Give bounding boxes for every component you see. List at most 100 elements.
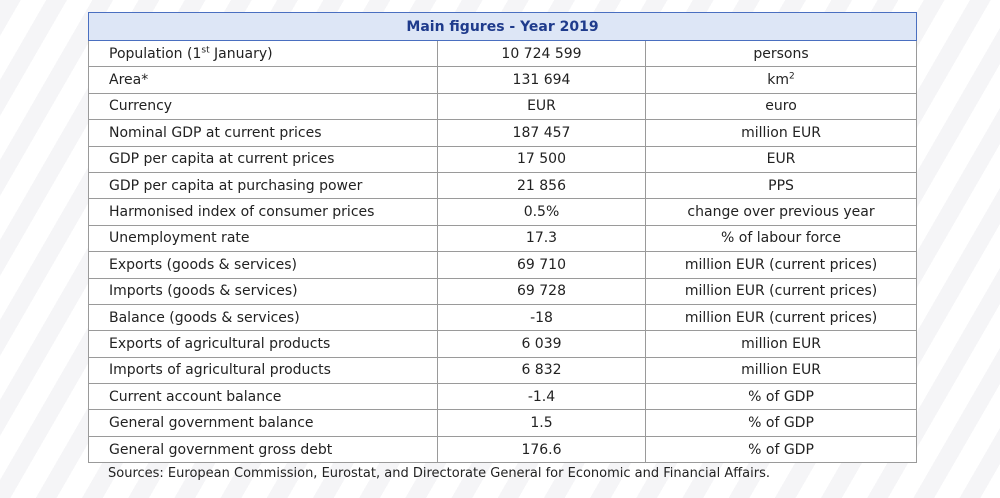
row-value: EUR — [437, 92, 646, 121]
table-row: GDP per capita at current prices 17 500 EU… — [88, 145, 918, 173]
row-unit: % of labour force — [644, 224, 918, 253]
table-row: Area* 131 694 km2 — [88, 66, 918, 94]
unit-text: million EUR (current prices) — [684, 309, 878, 326]
row-unit: million EUR (current prices) — [644, 251, 918, 279]
label-text: General government balance — [109, 415, 314, 432]
table-row: Current account balance -1.4 % of GDP — [88, 383, 918, 411]
row-label: Harmonised index of consumer prices — [88, 198, 438, 226]
row-unit: persons — [644, 39, 918, 68]
row-label: Unemployment rate — [88, 224, 438, 253]
label-text: Population (1 — [109, 45, 202, 62]
label-text: Current account balance — [109, 388, 282, 405]
row-label: GDP per capita at purchasing power — [88, 171, 438, 200]
row-unit: % of GDP — [644, 435, 918, 464]
row-unit: EUR — [644, 145, 918, 173]
unit-text: % of labour force — [721, 230, 841, 247]
row-unit: million EUR — [644, 119, 918, 147]
table-row: General government balance 1.5 % of GDP — [88, 409, 918, 437]
row-label: GDP per capita at current prices — [88, 145, 438, 173]
row-label: Currency — [88, 92, 438, 121]
unit-text: euro — [765, 98, 797, 115]
row-value: 1.5 — [437, 409, 646, 437]
table-body: Population (1st January) 10 724 599 person… — [88, 39, 918, 464]
label-text: Currency — [109, 98, 173, 115]
label-text: Imports (goods & services) — [109, 283, 298, 300]
row-value: 17 500 — [437, 145, 646, 173]
label-text: Area* — [109, 72, 149, 89]
unit-text: million EUR (current prices) — [684, 283, 878, 300]
unit-text: % of GDP — [748, 441, 814, 458]
unit-text: km — [767, 72, 790, 89]
row-unit: % of GDP — [644, 409, 918, 437]
row-unit: % of GDP — [644, 383, 918, 411]
table-wrap: Main figures - Year 2019 Population (1st… — [87, 12, 918, 464]
row-unit: euro — [644, 92, 918, 121]
row-label: General government gross debt — [88, 435, 438, 464]
unit-text: million EUR — [741, 335, 821, 352]
unit-text: EUR — [766, 151, 796, 168]
unit-superscript: 2 — [789, 71, 795, 82]
row-unit: million EUR (current prices) — [644, 277, 918, 305]
unit-text: % of GDP — [748, 415, 814, 432]
row-label: Imports (goods & services) — [88, 277, 438, 305]
unit-text: change over previous year — [687, 204, 875, 221]
row-value: 10 724 599 — [437, 39, 646, 68]
table-row: Nominal GDP at current prices 187 457 mill… — [88, 119, 918, 147]
row-value: 6 039 — [437, 330, 646, 358]
label-text: Imports of agricultural products — [109, 362, 331, 379]
table-row: Exports (goods & services) 69 710 million … — [88, 251, 918, 279]
row-value: 6 832 — [437, 356, 646, 385]
table-row: Imports of agricultural products 6 832 mil… — [88, 356, 918, 385]
row-unit: million EUR — [644, 330, 918, 358]
row-value: 69 728 — [437, 277, 646, 305]
row-value: -18 — [437, 303, 646, 332]
label-superscript: st — [201, 45, 210, 56]
unit-text: million EUR (current prices) — [684, 256, 878, 273]
label-text: Exports (goods & services) — [109, 256, 297, 273]
row-unit: PPS — [644, 171, 918, 200]
unit-text: million EUR — [741, 124, 821, 141]
source-note: Sources: European Commission, Eurostat, … — [108, 466, 771, 481]
row-value: 131 694 — [437, 66, 646, 94]
unit-text: persons — [753, 45, 809, 62]
row-unit: million EUR — [644, 356, 918, 385]
table-row: Exports of agricultural products 6 039 mil… — [88, 330, 918, 358]
row-value: 17.3 — [437, 224, 646, 253]
label-text: January) — [209, 45, 273, 62]
row-value: 176.6 — [437, 435, 646, 464]
table-row: Imports (goods & services) 69 728 million … — [88, 277, 918, 305]
row-value: 187 457 — [437, 119, 646, 147]
unit-text: % of GDP — [748, 388, 814, 405]
row-label: Balance (goods & services) — [88, 303, 438, 332]
row-label: Nominal GDP at current prices — [88, 119, 438, 147]
label-text: Unemployment rate — [109, 230, 250, 247]
row-value: 21 856 — [437, 171, 646, 200]
header-row: Main figures - Year 2019 — [87, 12, 918, 41]
unit-text: million EUR — [741, 362, 821, 379]
label-text: General government gross debt — [109, 441, 333, 458]
main-figures-table: Main figures - Year 2019 Population (1st… — [87, 12, 918, 464]
row-label: Population (1st January) — [88, 39, 438, 68]
label-text: Harmonised index of consumer prices — [109, 204, 375, 221]
unit-text: PPS — [768, 177, 794, 194]
table-row: GDP per capita at purchasing power 21 856… — [88, 171, 918, 200]
row-value: 0.5% — [437, 198, 646, 226]
label-text: Exports of agricultural products — [109, 335, 331, 352]
row-value: 69 710 — [437, 251, 646, 279]
table-row: Unemployment rate 17.3 % of labour force — [88, 224, 918, 253]
row-label: Imports of agricultural products — [88, 356, 438, 385]
table-row: General government gross debt 176.6 % of G… — [88, 435, 918, 464]
row-label: Area* — [88, 66, 438, 94]
table-row: Balance (goods & services) -18 million EUR… — [88, 303, 918, 332]
row-label: Exports (goods & services) — [88, 251, 438, 279]
label-text: GDP per capita at purchasing power — [109, 177, 363, 194]
row-label: General government balance — [88, 409, 438, 437]
table-row: Currency EUR euro — [88, 92, 918, 121]
row-value: -1.4 — [437, 383, 646, 411]
row-unit: change over previous year — [644, 198, 918, 226]
table-row: Population (1st January) 10 724 599 person… — [88, 39, 918, 68]
row-label: Current account balance — [88, 383, 438, 411]
row-unit: million EUR (current prices) — [644, 303, 918, 332]
label-text: GDP per capita at current prices — [109, 151, 335, 168]
